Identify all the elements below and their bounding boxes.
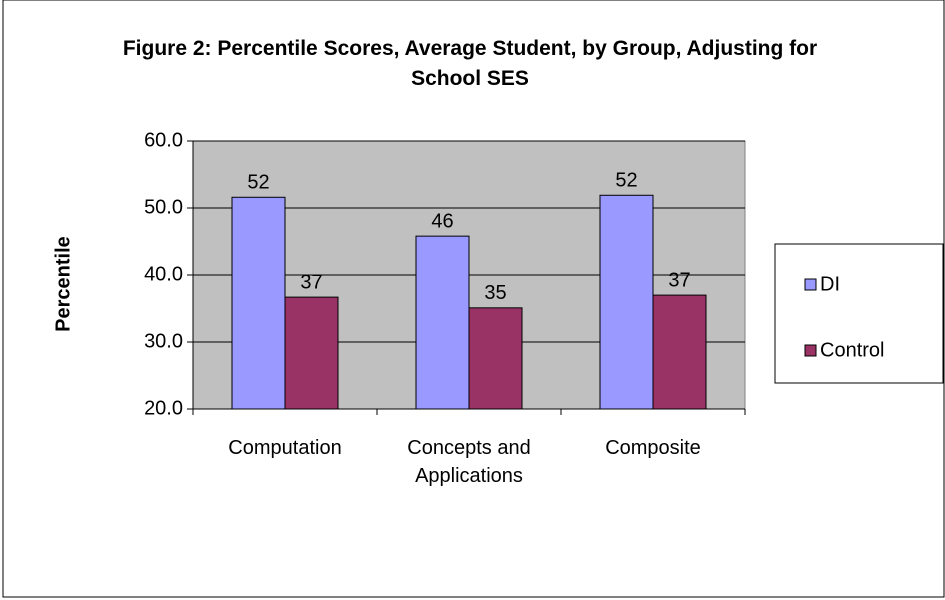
chart-title: Figure 2: Percentile Scores, Average Stu… [122,37,818,90]
legend-label: DI [820,273,840,295]
y-tick-label: 60.0 [144,129,183,151]
x-tick-label: Composite [605,437,701,459]
bar [231,196,286,410]
legend-swatch [804,344,817,357]
data-label: 52 [615,170,637,192]
bar [284,296,339,410]
bar [415,235,470,410]
bar [652,294,707,410]
y-axis-label: Percentile [52,236,74,332]
legend-label: Control [820,339,884,361]
bar [599,194,654,410]
legend-box [774,243,944,384]
data-label: 46 [431,210,453,232]
data-label: 37 [300,271,322,293]
y-tick-label: 50.0 [144,196,183,218]
bar [468,307,523,410]
x-tick-label: Concepts and Applications [407,437,531,487]
legend-swatch [804,278,817,291]
y-tick-label: 40.0 [144,263,183,285]
x-tick-label: Computation [228,437,342,459]
y-tick-label: 30.0 [144,330,183,352]
data-label: 35 [484,282,506,304]
data-label: 37 [668,269,690,291]
data-label: 52 [247,172,269,194]
y-tick-label: 20.0 [144,397,183,419]
